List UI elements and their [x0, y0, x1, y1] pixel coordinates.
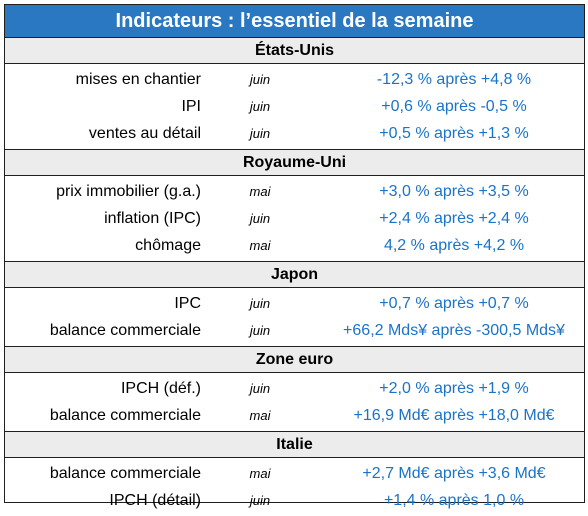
indicator-month: juin: [249, 323, 271, 338]
indicator-month: juin: [249, 72, 271, 87]
indicator-month: mai: [249, 184, 271, 199]
indicator-label: mises en chantier: [75, 70, 201, 88]
section-header: Japon: [5, 262, 584, 288]
indicator-month: mai: [249, 408, 271, 423]
indicator-value: +0,6 % après -0,5 %: [381, 97, 527, 115]
indicator-label: IPC: [174, 294, 201, 312]
indicator-label: balance commerciale: [49, 321, 201, 339]
indicator-value: +3,0 % après +3,5 %: [379, 182, 529, 200]
table-row: IPCH (déf.) juin +2,0 % après +1,9 %: [5, 375, 584, 402]
sections-container: États-Unis mises en chantier juin -12,3 % a…: [5, 38, 584, 516]
table-row: balance commerciale mai +16,9 Md€ après +1…: [5, 402, 584, 429]
indicator-month: mai: [249, 466, 271, 481]
table-row: ventes au détail juin +0,5 % après +1,3 %: [5, 120, 584, 147]
section-body: IPCH (déf.) juin +2,0 % après +1,9 % balanc…: [5, 373, 584, 432]
indicator-value: +2,7 Md€ après +3,6 Md€: [362, 464, 546, 482]
indicator-month: juin: [249, 381, 271, 396]
table-row: IPC juin +0,7 % après +0,7 %: [5, 290, 584, 317]
indicator-label: IPCH (déf.): [120, 379, 201, 397]
indicator-month: juin: [249, 296, 271, 311]
indicator-value: +2,4 % après +2,4 %: [379, 209, 529, 227]
indicator-label: inflation (IPC): [104, 209, 201, 227]
indicators-table: Indicateurs : l’essentiel de la semaine …: [4, 4, 585, 509]
indicator-value: +0,7 % après +0,7 %: [379, 294, 529, 312]
indicator-month: mai: [249, 238, 271, 253]
indicator-value: +1,4 % après 1,0 %: [383, 491, 525, 509]
table-row: IPI juin +0,6 % après -0,5 %: [5, 93, 584, 120]
section-body: IPC juin +0,7 % après +0,7 % balance commer…: [5, 288, 584, 347]
indicator-value: +2,0 % après +1,9 %: [379, 379, 529, 397]
indicator-label: balance commerciale: [49, 464, 201, 482]
indicator-label: IPI: [181, 97, 201, 115]
table-row: mises en chantier juin -12,3 % après +4,8 …: [5, 66, 584, 93]
indicator-label: ventes au détail: [88, 124, 201, 142]
section-header: États-Unis: [5, 38, 584, 64]
indicator-value: 4,2 % après +4,2 %: [383, 236, 525, 254]
indicator-month: juin: [249, 211, 271, 226]
indicator-label: IPCH (détail): [109, 491, 201, 509]
indicator-label: prix immobilier (g.a.): [56, 182, 201, 200]
indicator-label: balance commerciale: [49, 406, 201, 424]
indicator-value: +0,5 % après +1,3 %: [379, 124, 529, 142]
section-header: Zone euro: [5, 347, 584, 373]
indicator-month: juin: [249, 99, 271, 114]
section-body: mises en chantier juin -12,3 % après +4,8 …: [5, 64, 584, 150]
indicator-value: +16,9 Md€ après +18,0 Md€: [353, 406, 555, 424]
indicator-value: -12,3 % après +4,8 %: [376, 70, 532, 88]
indicator-value: +66,2 Mds¥ après -300,5 Mds¥: [343, 321, 565, 339]
table-title: Indicateurs : l’essentiel de la semaine: [5, 5, 584, 38]
section-header: Italie: [5, 432, 584, 458]
indicator-month: juin: [249, 126, 271, 141]
indicator-label: chômage: [135, 236, 201, 254]
indicator-month: juin: [249, 493, 271, 508]
section-header: Royaume-Uni: [5, 150, 584, 176]
table-row: chômage mai 4,2 % après +4,2 %: [5, 232, 584, 259]
table-row: prix immobilier (g.a.) mai +3,0 % après +3…: [5, 178, 584, 205]
section-body: balance commerciale mai +2,7 Md€ après +3,…: [5, 458, 584, 516]
table-row: balance commerciale juin +66,2 Mds¥ après …: [5, 317, 584, 344]
section-body: prix immobilier (g.a.) mai +3,0 % après +3…: [5, 176, 584, 262]
table-row: balance commerciale mai +2,7 Md€ après +3,…: [5, 460, 584, 487]
table-row: IPCH (détail) juin +1,4 % après 1,0 %: [5, 487, 584, 514]
table-row: inflation (IPC) juin +2,4 % après +2,4 %: [5, 205, 584, 232]
